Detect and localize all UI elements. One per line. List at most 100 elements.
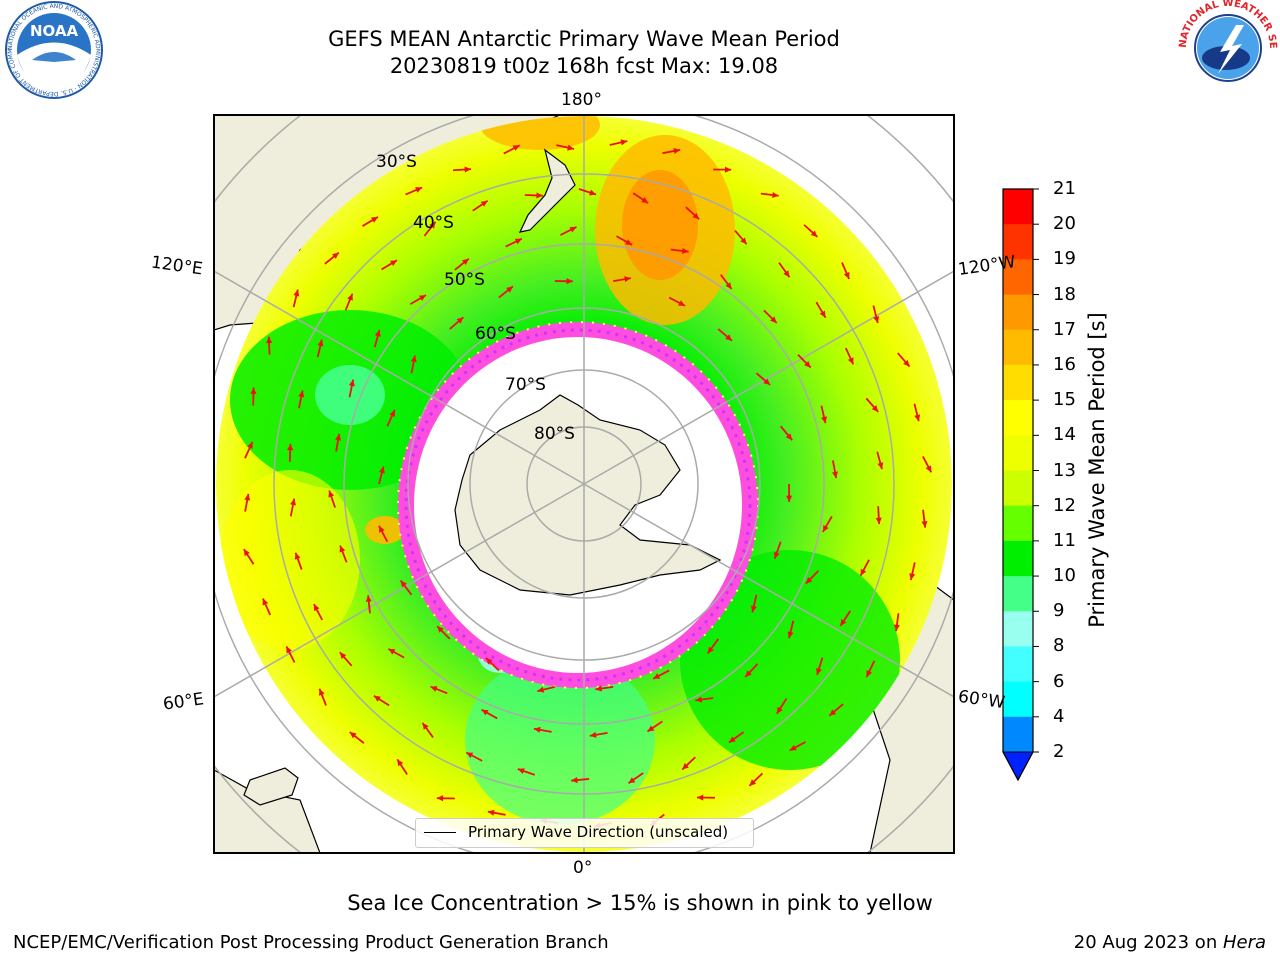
wave-arrow-head bbox=[805, 576, 813, 584]
wave-arrow-head bbox=[566, 278, 573, 285]
wave-arrow-head bbox=[430, 686, 438, 692]
lat-label-40s: 40°S bbox=[413, 213, 454, 233]
wave-arrow-head bbox=[485, 657, 493, 665]
wave-arrow-head bbox=[533, 726, 541, 733]
field-patch-north-orange bbox=[480, 116, 600, 150]
wave-arrow-head bbox=[389, 409, 395, 417]
wave-arrow-head bbox=[290, 498, 297, 506]
chart-title: GEFS MEAN Antarctic Primary Wave Mean Pe… bbox=[328, 27, 840, 51]
wave-arrow-head bbox=[682, 763, 689, 770]
wave-arrow-head bbox=[243, 549, 250, 557]
footer-date-text: 20 Aug 2023 on bbox=[1073, 932, 1223, 953]
colorbar-segment bbox=[1003, 400, 1033, 436]
colorbar-segment bbox=[1003, 505, 1033, 542]
colorbar-tick-label: 12 bbox=[1053, 494, 1076, 516]
colorbar-segment bbox=[1003, 646, 1033, 683]
wave-arrow-head bbox=[903, 359, 910, 367]
lat-label-70s: 70°S bbox=[505, 375, 546, 395]
wave-arrow-head bbox=[789, 744, 797, 751]
wave-arrow-head bbox=[620, 139, 628, 146]
field-patch-dark-orange bbox=[622, 170, 698, 280]
wave-arrow-head bbox=[804, 360, 811, 368]
footer-machine: Hera bbox=[1222, 932, 1266, 953]
footer-date: 20 Aug 2023 on Hera bbox=[1074, 932, 1266, 953]
wave-arrow-head bbox=[332, 252, 339, 259]
legend-label: Primary Wave Direction (unscaled) bbox=[468, 823, 729, 841]
wave-arrow-head bbox=[328, 490, 335, 498]
colorbar-tick-label: 4 bbox=[1053, 705, 1065, 727]
sea-ice-note: Sea Ice Concentration > 15% is shown in … bbox=[347, 891, 933, 915]
colorbar-tick-label: 8 bbox=[1053, 635, 1065, 657]
wave-arrow-head bbox=[873, 316, 880, 324]
colorbar-segment bbox=[1003, 329, 1033, 366]
wave-arrow-head bbox=[647, 725, 655, 732]
wave-arrow-head bbox=[745, 670, 752, 678]
colorbar-tick-label: 20 bbox=[1053, 213, 1076, 235]
land-antarctica bbox=[454, 394, 722, 596]
wave-arrow-head bbox=[422, 722, 429, 730]
wave-arrow-head bbox=[921, 520, 928, 528]
lat-label-50s: 50°S bbox=[444, 270, 485, 290]
lat-label-60s: 60°S bbox=[475, 324, 516, 344]
sea-ice-edge-inner bbox=[404, 328, 752, 682]
wave-arrow-head bbox=[695, 696, 703, 703]
wave-arrow-head bbox=[244, 493, 251, 501]
colorbar-tick-label: 2 bbox=[1053, 741, 1065, 762]
colorbar-extend-arrow bbox=[1002, 751, 1034, 782]
colorbar-segment bbox=[1003, 716, 1033, 753]
wave-arrow-head bbox=[250, 387, 257, 394]
wave-arrow-head bbox=[740, 237, 747, 245]
colorbar-segment bbox=[1003, 470, 1033, 507]
wave-arrow-head bbox=[776, 706, 783, 714]
wave-arrow-head bbox=[466, 752, 474, 759]
wave-arrow-head bbox=[400, 580, 407, 588]
wave-arrow-head bbox=[786, 495, 793, 502]
wave-arrow-head bbox=[339, 652, 347, 660]
noaa-logo-text: NOAA bbox=[30, 22, 79, 40]
wave-arrow-head bbox=[373, 695, 381, 702]
wave-arrow-head bbox=[749, 779, 757, 786]
lat-label-30s: 30°S bbox=[376, 152, 417, 172]
wave-arrow-head bbox=[419, 295, 427, 301]
wave-arrow-head bbox=[871, 405, 879, 412]
wave-arrow-head bbox=[436, 795, 444, 802]
wave-arrow-head bbox=[877, 462, 884, 470]
wave-arrow-head bbox=[349, 732, 357, 739]
wave-arrow-head bbox=[313, 604, 320, 612]
wave-arrow-head bbox=[763, 378, 771, 385]
wave-arrow-head bbox=[415, 187, 423, 193]
colorbar bbox=[1002, 188, 1039, 782]
wave-arrow-head bbox=[410, 355, 417, 363]
wave-arrow-head bbox=[673, 148, 681, 155]
wave-arrow-head bbox=[724, 166, 732, 173]
wave-arrow-head bbox=[437, 626, 444, 633]
land-africa bbox=[214, 769, 321, 853]
wave-arrow-head bbox=[537, 686, 545, 693]
sea-ice-edge-outer bbox=[397, 321, 759, 689]
wave-arrow-head bbox=[875, 517, 882, 525]
wave-arrow-head bbox=[783, 270, 790, 278]
wave-arrow-head bbox=[589, 189, 597, 196]
wave-arrow-head bbox=[374, 329, 381, 337]
wave-arrow-head bbox=[371, 216, 379, 223]
wave-arrow-head bbox=[821, 416, 827, 424]
wave-arrow-head bbox=[840, 619, 847, 626]
wave-arrow-head bbox=[397, 759, 404, 767]
wave-arrow-head bbox=[843, 271, 850, 279]
wave-arrow-head bbox=[785, 433, 793, 441]
wave-arrow-head bbox=[335, 433, 342, 441]
wave-arrow-head bbox=[589, 731, 597, 738]
colorbar-tick-label: 15 bbox=[1053, 389, 1076, 411]
wave-arrow-head bbox=[429, 221, 436, 229]
field-patch-seafoam-south bbox=[465, 655, 655, 825]
wave-arrow-head bbox=[653, 673, 661, 679]
wave-arrow-head bbox=[692, 212, 700, 220]
wave-arrow-head bbox=[512, 145, 520, 151]
colorbar-tick-label: 13 bbox=[1053, 459, 1076, 481]
graticule bbox=[214, 115, 954, 853]
wave-arrow-head bbox=[365, 595, 372, 602]
wave-arrow-head bbox=[810, 230, 818, 237]
nws-logo: NATIONAL WEATHER SERVICE bbox=[1178, 0, 1278, 94]
wave-arrow-head bbox=[847, 357, 854, 365]
